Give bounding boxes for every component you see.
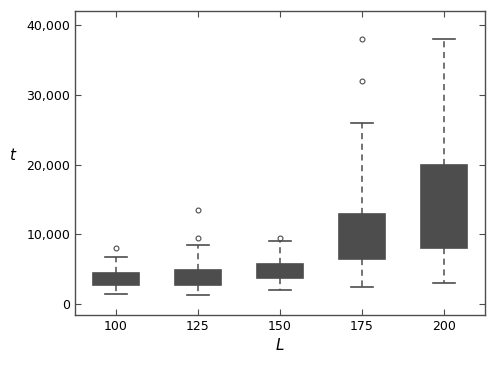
PathPatch shape xyxy=(94,273,138,285)
Y-axis label: t: t xyxy=(10,148,16,163)
PathPatch shape xyxy=(176,270,220,285)
PathPatch shape xyxy=(340,213,384,259)
X-axis label: L: L xyxy=(276,338,284,353)
PathPatch shape xyxy=(258,264,302,278)
PathPatch shape xyxy=(422,165,467,249)
